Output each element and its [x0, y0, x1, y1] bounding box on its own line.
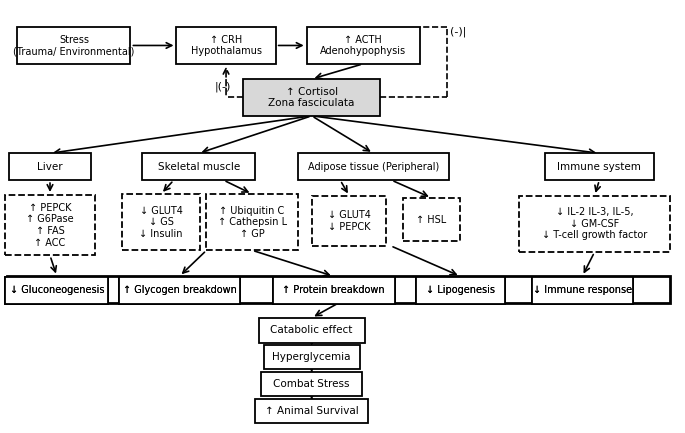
Text: ↑ Glycogen breakdown: ↑ Glycogen breakdown [123, 285, 236, 295]
Text: ↓ Gluconeogenesis: ↓ Gluconeogenesis [10, 285, 104, 295]
Text: Stress
(Trauma/ Environmental): Stress (Trauma/ Environmental) [13, 35, 135, 56]
Text: Liver: Liver [37, 162, 63, 172]
Text: ↑ Animal Survival: ↑ Animal Survival [265, 406, 358, 417]
FancyBboxPatch shape [307, 27, 419, 64]
FancyBboxPatch shape [273, 277, 395, 304]
FancyBboxPatch shape [258, 318, 364, 343]
Text: ↓ GLUT4
↓ PEPCK: ↓ GLUT4 ↓ PEPCK [328, 210, 371, 232]
Text: Combat Stress: Combat Stress [273, 379, 350, 389]
Text: Adipose tissue (Peripheral): Adipose tissue (Peripheral) [308, 162, 439, 172]
FancyBboxPatch shape [403, 198, 460, 241]
FancyBboxPatch shape [7, 276, 670, 303]
FancyBboxPatch shape [264, 346, 360, 369]
FancyBboxPatch shape [545, 153, 654, 180]
Text: ↑ Protein breakdown: ↑ Protein breakdown [282, 285, 385, 295]
Text: Hyperglycemia: Hyperglycemia [273, 352, 351, 362]
Text: Skeletal muscle: Skeletal muscle [158, 162, 240, 172]
Text: ↓ GLUT4
↓ GS
↓ Insulin: ↓ GLUT4 ↓ GS ↓ Insulin [139, 206, 183, 239]
FancyBboxPatch shape [255, 399, 369, 423]
FancyBboxPatch shape [121, 194, 200, 250]
Text: ↑ Glycogen breakdown: ↑ Glycogen breakdown [123, 285, 236, 295]
Text: ↑ Ubiquitin C
↑ Cathepsin L
↑ GP: ↑ Ubiquitin C ↑ Cathepsin L ↑ GP [218, 206, 286, 239]
FancyBboxPatch shape [119, 277, 240, 304]
Text: ↓ Lipogenesis: ↓ Lipogenesis [426, 285, 495, 295]
FancyBboxPatch shape [298, 153, 449, 180]
FancyBboxPatch shape [142, 153, 255, 180]
FancyBboxPatch shape [261, 372, 362, 396]
FancyBboxPatch shape [5, 195, 95, 255]
FancyBboxPatch shape [532, 277, 633, 304]
Text: ↓ Immune response: ↓ Immune response [533, 285, 632, 295]
FancyBboxPatch shape [243, 79, 380, 116]
FancyBboxPatch shape [119, 277, 240, 304]
Text: ↑ PEPCK
↑ G6Pase
↑ FAS
↑ ACC: ↑ PEPCK ↑ G6Pase ↑ FAS ↑ ACC [26, 203, 74, 248]
FancyBboxPatch shape [416, 277, 505, 304]
Text: |(-): |(-) [214, 82, 231, 92]
FancyBboxPatch shape [206, 194, 298, 250]
Text: (-)|: (-)| [451, 26, 466, 37]
Text: ↑ ACTH
Adenohypophysis: ↑ ACTH Adenohypophysis [320, 35, 406, 56]
FancyBboxPatch shape [519, 196, 670, 252]
FancyBboxPatch shape [9, 153, 91, 180]
FancyBboxPatch shape [5, 277, 108, 304]
FancyBboxPatch shape [532, 277, 633, 304]
Text: ↓ Lipogenesis: ↓ Lipogenesis [426, 285, 495, 295]
Text: ↓ IL-2 IL-3, IL-5,
↓ GM-CSF
↓ T-cell growth factor: ↓ IL-2 IL-3, IL-5, ↓ GM-CSF ↓ T-cell gro… [542, 207, 647, 240]
Text: ↓ Immune response: ↓ Immune response [533, 285, 632, 295]
FancyBboxPatch shape [273, 277, 395, 304]
Text: ↑ HSL: ↑ HSL [416, 214, 447, 225]
FancyBboxPatch shape [312, 196, 386, 246]
Text: Immune system: Immune system [558, 162, 641, 172]
Text: ↑ CRH
Hypothalamus: ↑ CRH Hypothalamus [190, 35, 262, 56]
FancyBboxPatch shape [416, 277, 505, 304]
Text: ↑ Protein breakdown: ↑ Protein breakdown [282, 285, 385, 295]
FancyBboxPatch shape [177, 27, 275, 64]
Text: Catabolic effect: Catabolic effect [271, 325, 353, 336]
FancyBboxPatch shape [5, 277, 108, 304]
Text: ↑ Cortisol
Zona fasciculata: ↑ Cortisol Zona fasciculata [269, 87, 355, 108]
FancyBboxPatch shape [17, 27, 130, 64]
Text: ↓ Gluconeogenesis: ↓ Gluconeogenesis [10, 285, 104, 295]
